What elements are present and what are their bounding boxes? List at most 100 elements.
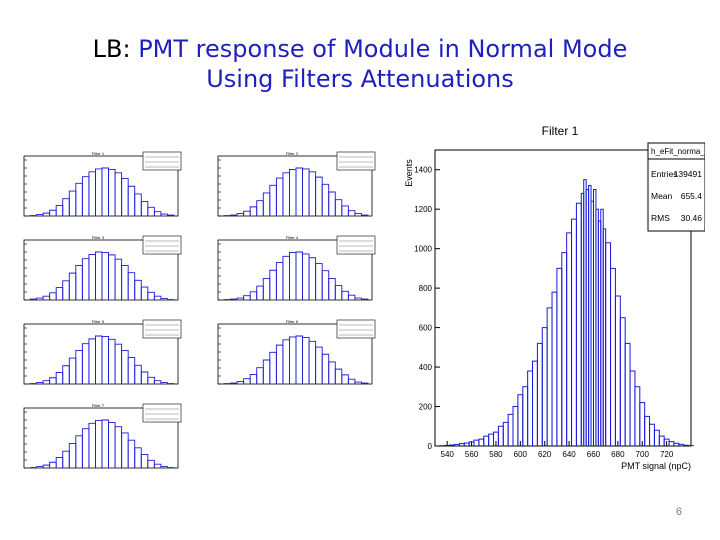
histogram-bar bbox=[527, 370, 534, 446]
x-axis-label: PMT signal (npC) bbox=[621, 461, 691, 471]
y-axis-ticks: 0 200 400 600 800 1000 1200 1400 bbox=[414, 166, 440, 451]
mini-title: Filter 5 bbox=[92, 319, 105, 324]
mini-histogram-bar bbox=[361, 214, 369, 216]
stats-rms-value: 30.46 bbox=[681, 213, 703, 223]
title-main: PMT response of Module in Normal Mode bbox=[138, 35, 628, 63]
x-tick-label: 580 bbox=[489, 450, 503, 459]
y-tick-label: 0 bbox=[428, 442, 433, 451]
mini-histogram-5: Filter 5 bbox=[23, 319, 182, 385]
y-tick-label: 600 bbox=[419, 324, 433, 333]
y-tick-label: 200 bbox=[419, 403, 433, 412]
mini-histogram-bar bbox=[347, 294, 356, 300]
x-tick-label: 600 bbox=[514, 450, 528, 459]
mini-histogram-7: Filter 7 bbox=[23, 403, 182, 469]
title-prefix: LB: bbox=[92, 35, 131, 63]
mini-stats-box bbox=[336, 319, 376, 339]
stats-entries-value: 139491 bbox=[674, 169, 703, 179]
histogram-bar bbox=[610, 267, 616, 446]
mini-histogram-2: Filter 2 bbox=[217, 151, 376, 217]
y-tick-label: 1000 bbox=[414, 245, 432, 254]
thumbnail-histogram-grid: Filter 1 Filter 2 Filter 3 Filter 4 Filt… bbox=[0, 150, 400, 480]
mini-title: Filter 4 bbox=[286, 235, 299, 240]
y-tick-label: 1200 bbox=[414, 205, 432, 214]
histogram-bar bbox=[629, 370, 636, 446]
histogram-bar bbox=[639, 402, 646, 446]
histogram-bar bbox=[668, 441, 675, 446]
mini-frame bbox=[23, 323, 179, 385]
histogram-bars bbox=[439, 179, 694, 447]
histogram-bar bbox=[605, 242, 612, 446]
histogram-bar bbox=[546, 307, 553, 446]
slide-title: LB: PMT response of Module in Normal Mod… bbox=[0, 34, 720, 94]
histogram-bar bbox=[532, 360, 538, 446]
mini-histogram-bar bbox=[153, 295, 162, 300]
stats-entries-label: Entries bbox=[651, 169, 677, 179]
histogram-bar bbox=[649, 423, 655, 446]
histogram-bar bbox=[522, 386, 529, 446]
main-chart-title: Filter 1 bbox=[542, 124, 579, 138]
mini-title: Filter 6 bbox=[286, 319, 299, 324]
histogram-bar bbox=[473, 439, 480, 446]
mini-stats-box bbox=[336, 235, 376, 255]
x-tick-label: 620 bbox=[538, 450, 552, 459]
histogram-bar bbox=[624, 342, 631, 446]
histogram-bar bbox=[614, 295, 621, 446]
page-number: 6 bbox=[675, 506, 682, 518]
stats-rms-label: RMS bbox=[651, 213, 670, 223]
mini-title: Filter 2 bbox=[286, 151, 299, 156]
histogram-bar bbox=[634, 386, 641, 446]
x-tick-label: 660 bbox=[587, 450, 601, 459]
histogram-bar bbox=[619, 317, 626, 446]
histogram-bar bbox=[512, 406, 519, 446]
mini-histogram-bar bbox=[347, 378, 356, 384]
mini-stats-box bbox=[142, 319, 182, 339]
main-histogram-filter-1: Filter 1 Events 0 200 400 600 800 1000 1200 140… bbox=[404, 124, 705, 471]
stats-box-name: h_eFit_norma__0 bbox=[651, 147, 705, 156]
mini-histogram-6: Filter 6 bbox=[217, 319, 376, 385]
histogram-bar bbox=[536, 342, 543, 446]
y-tick-label: 1400 bbox=[414, 166, 432, 175]
stats-mean-value: 655.4 bbox=[681, 191, 703, 201]
histogram-bar bbox=[497, 425, 504, 446]
histogram-bar bbox=[653, 429, 660, 446]
histogram-bar bbox=[488, 433, 495, 446]
mini-title: Filter 1 bbox=[92, 151, 105, 156]
mini-histogram-bar bbox=[153, 463, 162, 468]
mini-histogram-4: Filter 4 bbox=[217, 235, 376, 301]
mini-stats-box bbox=[142, 403, 182, 423]
mini-stats-box bbox=[142, 151, 182, 171]
histogram-bar bbox=[571, 218, 577, 446]
y-tick-label: 800 bbox=[419, 284, 433, 293]
histogram-bar bbox=[507, 413, 514, 446]
y-tick-label: 400 bbox=[419, 363, 433, 372]
stats-mean-label: Mean bbox=[651, 191, 673, 201]
histogram-bar bbox=[658, 435, 665, 446]
x-tick-label: 720 bbox=[660, 450, 674, 459]
mini-histogram-bar bbox=[361, 298, 369, 300]
mini-histogram-bar bbox=[167, 214, 175, 216]
mini-histogram-1: Filter 1 bbox=[23, 151, 182, 217]
histogram-bar bbox=[556, 267, 563, 446]
mini-stats-box bbox=[336, 151, 376, 171]
plot-frame bbox=[434, 149, 692, 447]
x-tick-label: 680 bbox=[611, 450, 625, 459]
histogram-bar bbox=[541, 327, 548, 446]
mini-stats-box bbox=[142, 235, 182, 255]
title-line-1: LB: PMT response of Module in Normal Mod… bbox=[0, 34, 720, 64]
histogram-bar bbox=[502, 421, 509, 446]
mini-frame bbox=[217, 239, 373, 301]
stats-box: h_eFit_norma__0 Entries 139491 Mean 655.… bbox=[647, 142, 705, 232]
histogram-bar bbox=[483, 435, 490, 446]
x-tick-label: 540 bbox=[441, 450, 455, 459]
x-tick-label: 700 bbox=[636, 450, 650, 459]
x-axis-ticks: 540 560 580 600 620 640 660 680 700 720 bbox=[441, 441, 674, 459]
histogram-bar bbox=[478, 438, 485, 446]
histogram-bar bbox=[561, 252, 568, 446]
mini-histogram-3: Filter 3 bbox=[23, 235, 182, 301]
histogram-bar bbox=[575, 202, 582, 446]
mini-title: Filter 3 bbox=[92, 235, 105, 240]
x-tick-label: 560 bbox=[465, 450, 479, 459]
histogram-bar bbox=[551, 291, 558, 446]
x-tick-label: 640 bbox=[562, 450, 576, 459]
histogram-bar bbox=[517, 394, 524, 446]
